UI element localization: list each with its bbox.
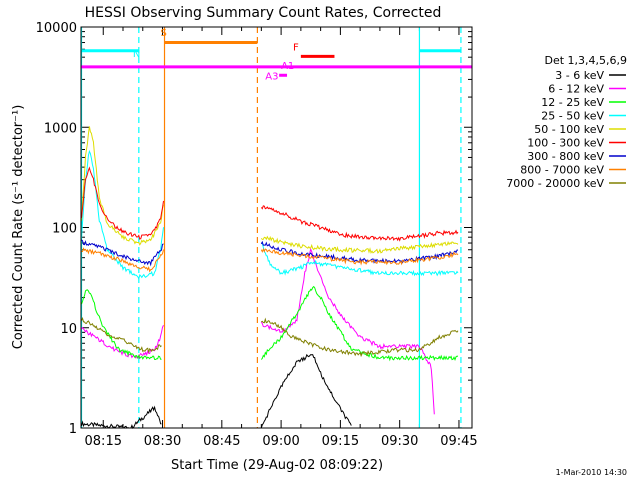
series-line [260,353,352,429]
y-tick-label: 100 [52,222,77,237]
legend-label: 300 - 800 keV [527,150,604,163]
x-tick-label: 09:15 [322,434,359,449]
x-tick-label: 08:15 [85,434,122,449]
footer-date: 1-Mar-2010 14:30 [556,468,627,477]
x-tick-label: 09:45 [440,434,477,449]
legend-label: 12 - 25 keV [541,96,604,109]
plot-area [80,26,472,429]
y-tick-label: 1 [69,422,77,437]
chart-title: HESSI Observing Summary Count Rates, Cor… [85,5,442,21]
x-tick-label: 09:30 [381,434,418,449]
series-line [81,324,164,359]
legend-label: 800 - 7000 keV [520,164,604,177]
x-tick-label: 08:45 [203,434,240,449]
series-line [81,405,162,429]
x-tick-label: 08:30 [144,434,181,449]
legend-label: 7000 - 20000 keV [506,177,604,190]
series-line [81,149,164,281]
series-line [260,205,459,242]
y-tick-label: 10 [60,322,77,337]
flag-label: A1 [281,61,294,72]
flag-label: A3 [265,71,278,82]
series-line [261,317,459,358]
legend-title: Det 1,3,4,5,6,9 [544,54,627,67]
series-line [81,126,164,246]
flag-label: F [293,43,299,54]
series-line [260,285,459,362]
legend-label: 50 - 100 keV [534,123,604,136]
legend-label: 25 - 50 keV [541,110,604,123]
plot-frame [80,26,473,429]
series-line [260,248,459,266]
series-line [81,166,164,240]
series-line [81,316,162,354]
flag-label: N [133,49,140,60]
flag-label: S [161,28,167,39]
series-line [260,235,459,254]
x-tick-label: 09:00 [262,434,299,449]
series-line [260,247,435,415]
legend-label: 6 - 12 keV [548,83,604,96]
y-tick-label: 1000 [44,121,77,136]
legend-label: 3 - 6 keV [555,69,604,82]
series-line [260,242,459,277]
y-tick-label: 10000 [36,21,77,36]
series-line [81,239,164,267]
legend-label: 100 - 300 keV [527,137,604,150]
series-line [81,289,162,361]
y-axis-label: Corrected Count Rate (s⁻¹ detector⁻¹) [11,105,26,350]
x-axis-label: Start Time (29-Aug-02 08:09:22) [171,458,383,473]
series-line [81,247,164,273]
